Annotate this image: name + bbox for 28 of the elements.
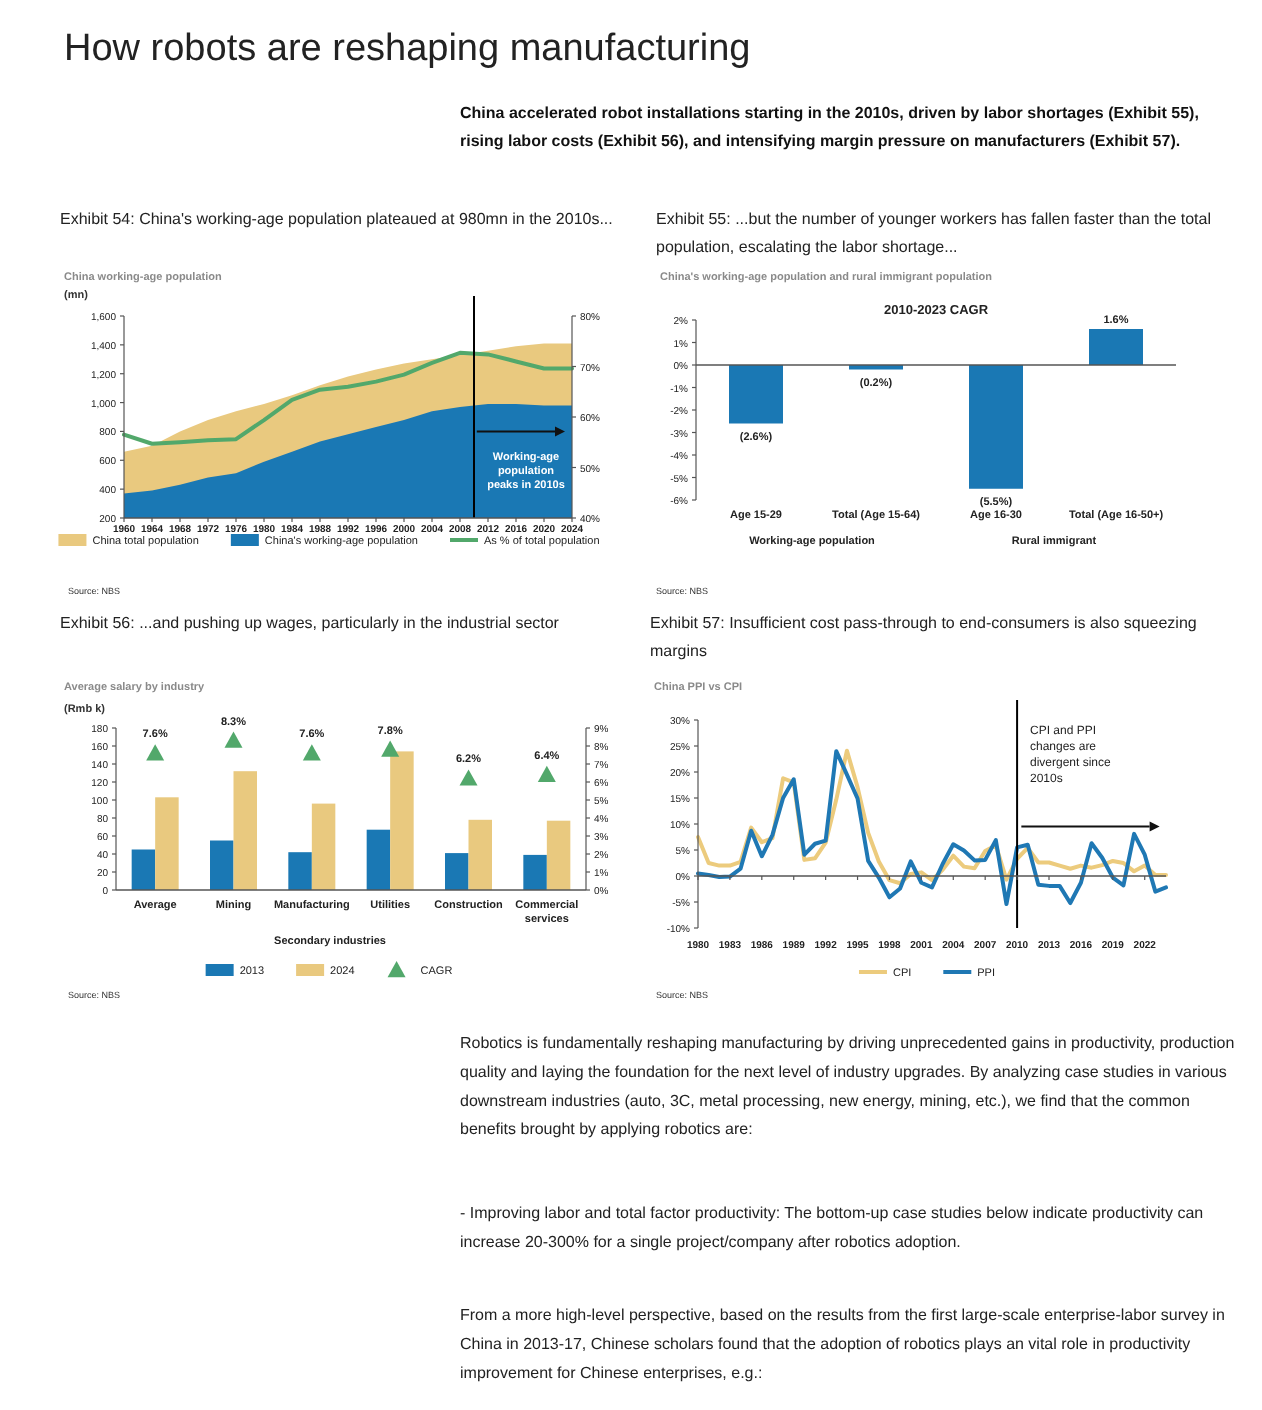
bar bbox=[390, 751, 414, 890]
point bbox=[224, 731, 243, 748]
bar bbox=[523, 854, 547, 890]
chart-title: Exhibit 56: ...and pushing up wages, particularly in the industrial sector bbox=[60, 614, 560, 632]
bar bbox=[546, 820, 571, 890]
text: China accelerated robot installations starting in the 2010s, driven by labor shortages (Exhibit 55), rising labor costs (Exhibit 56), and intensifying margin pressure on manufacturers (Exhibit 57). bbox=[460, 104, 1199, 150]
chart-title: Exhibit 55: ...but the number of younger workers has fallen faster than the total population, escalating the labor shortage... bbox=[656, 210, 1212, 256]
bar bbox=[210, 840, 234, 890]
line-series bbox=[122, 350, 574, 446]
bar bbox=[311, 803, 336, 890]
point bbox=[302, 744, 321, 761]
text: Robotics is fundamentally reshaping manufacturing by driving unprecedented gains in productivity, production quality and laying the foundation for the next level of industry upgrades. By analyzing case studies in various downstream industries (auto, 3C, metal processing, new energy, mining, etc.), we find that the common benefits brought by applying robotics are: bbox=[460, 1034, 1235, 1139]
bar bbox=[445, 853, 469, 890]
bar bbox=[288, 852, 312, 890]
point bbox=[146, 744, 165, 761]
text: - Improving labor and total factor productivity: The bottom-up case studies below indicate productivity can increase 20-300% for a single project/company after robotics adoption. bbox=[460, 1204, 1204, 1251]
point bbox=[537, 765, 556, 782]
chart-title: Exhibit 57: Insufficient cost pass-through to end-consumers is also squeezing margins bbox=[650, 614, 1197, 660]
text: How robots are reshaping manufacturing bbox=[64, 28, 751, 70]
text: From a more high-level perspective, based on the results from the first large-scale enterprise-labor survey in China in 2013-17, Chinese scholars found that the adoption of robotics plays an vital role in productivity improvement for Chinese enterprises, e.g.: bbox=[460, 1306, 1225, 1382]
bar bbox=[233, 771, 257, 890]
point bbox=[459, 769, 478, 786]
bar bbox=[131, 849, 156, 890]
chart-title: Exhibit 54: China's working-age population plateaued at 980mn in the 2010s... bbox=[60, 210, 613, 228]
bar bbox=[366, 829, 391, 890]
point bbox=[381, 740, 400, 757]
bar bbox=[468, 819, 492, 890]
bar bbox=[155, 797, 179, 890]
